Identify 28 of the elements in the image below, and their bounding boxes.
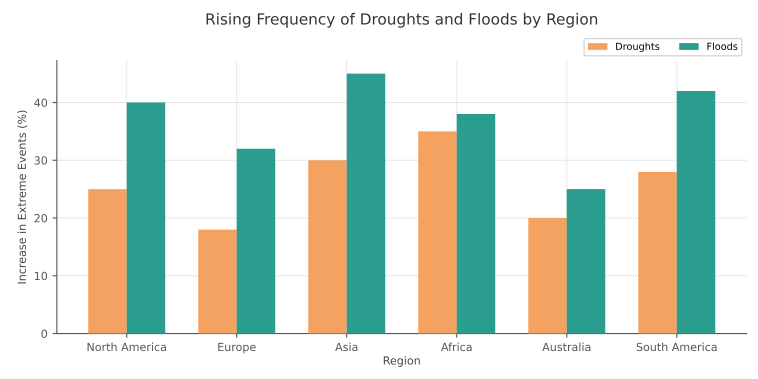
bar bbox=[198, 230, 237, 334]
bar bbox=[528, 218, 567, 334]
x-tick-label: Asia bbox=[335, 342, 358, 352]
x-axis-title: Region bbox=[384, 356, 420, 367]
x-tick-label: Africa bbox=[440, 342, 472, 352]
bar bbox=[88, 189, 127, 334]
y-tick-label: 40 bbox=[34, 98, 48, 107]
legend-label: Floods bbox=[707, 42, 738, 50]
x-tick-label: South America bbox=[636, 342, 717, 352]
bar bbox=[456, 114, 496, 334]
y-tick-label: 20 bbox=[34, 214, 48, 222]
y-axis-title: Increase in Extreme Events (%) bbox=[17, 110, 28, 284]
legend-label: Droughts bbox=[616, 42, 660, 52]
bar bbox=[418, 131, 457, 334]
bar bbox=[566, 189, 606, 334]
bar bbox=[236, 148, 276, 334]
y-tick-label: 30 bbox=[34, 156, 48, 165]
bar bbox=[126, 102, 166, 334]
bar bbox=[676, 90, 716, 334]
chart-title: Rising Frequency of Droughts and Floods by Region bbox=[206, 12, 598, 28]
bar bbox=[308, 160, 347, 334]
y-tick-label: 10 bbox=[34, 272, 48, 280]
bar bbox=[346, 74, 386, 334]
x-tick-label: Europe bbox=[218, 342, 256, 354]
x-tick-label: North America bbox=[88, 342, 166, 352]
bar bbox=[638, 172, 677, 334]
y-tick-label: 0 bbox=[41, 329, 48, 338]
x-tick-label: Australia bbox=[542, 342, 590, 352]
